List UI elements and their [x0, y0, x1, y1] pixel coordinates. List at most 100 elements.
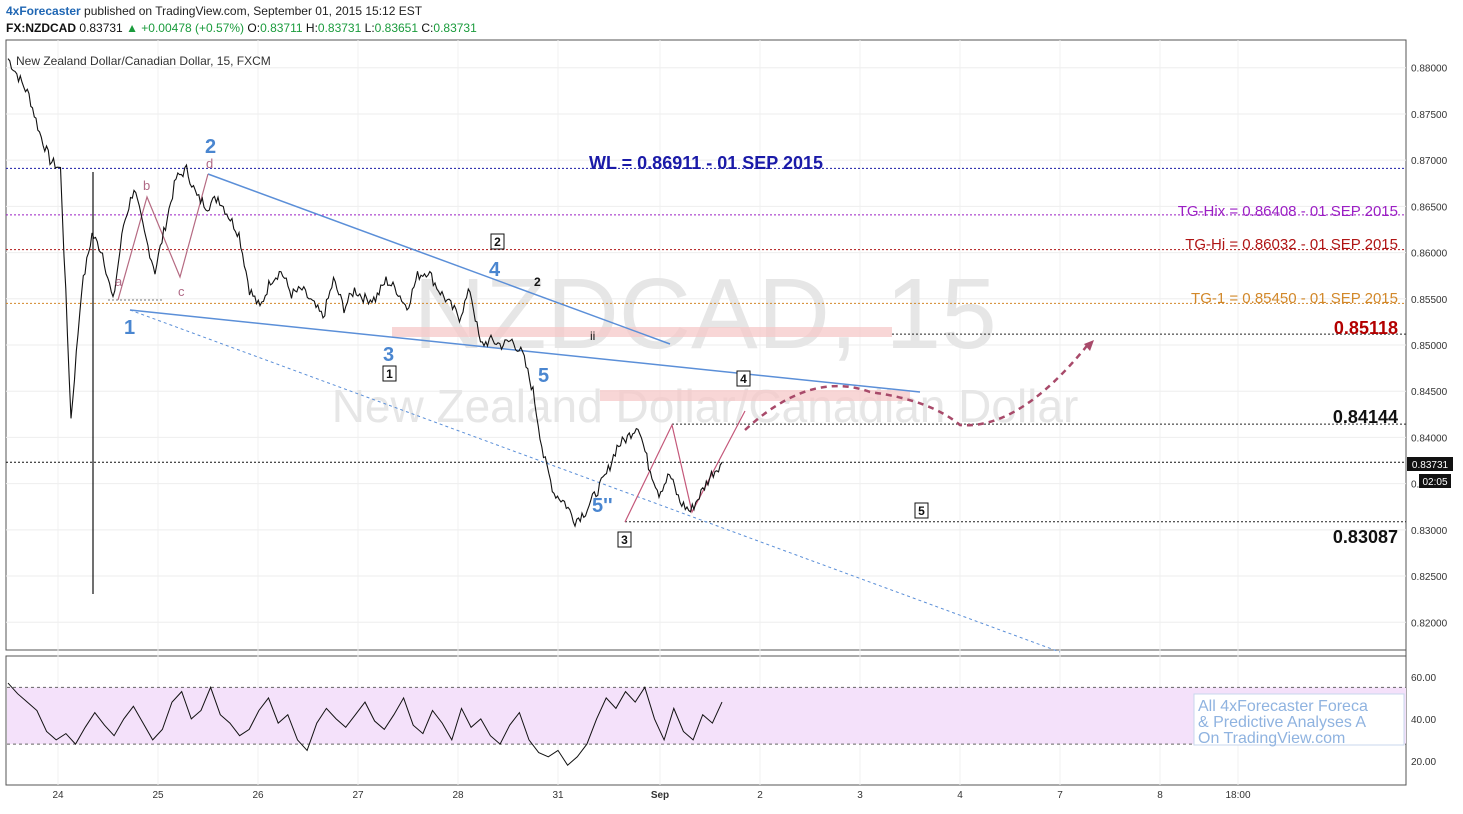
wave-1-label: 1 — [124, 317, 135, 339]
publish-info: published on TradingView.com, September … — [80, 4, 423, 18]
price-tick-label: 0.82000 — [1411, 618, 1448, 629]
price-change: ▲ +0.00478 (+0.57%) — [126, 21, 245, 35]
rsi-tick-label: 20.00 — [1411, 757, 1436, 768]
grid — [6, 40, 1406, 785]
wave-labels: 1 2 3 4 5 5'' — [124, 136, 613, 517]
box-3 — [617, 531, 632, 548]
wave-small-2-label: 2 — [534, 275, 541, 289]
resistance-zone-upper — [392, 327, 892, 337]
forecast-path — [744, 341, 1091, 431]
wave-5pp-label: 5'' — [592, 495, 613, 517]
low-label: L: — [364, 21, 375, 35]
time-tick-label: 25 — [152, 790, 164, 801]
time-tick-label: 27 — [352, 790, 364, 801]
promo-line-1: All 4xForecaster Foreca — [1198, 698, 1368, 715]
close-value: 0.83731 — [433, 21, 477, 35]
last-price: 0.83731 — [79, 21, 123, 35]
price-tick-label: 0.86000 — [1411, 249, 1448, 260]
tg-hi-label: TG-Hi = 0.86032 - 01 SEP 2015 — [1185, 236, 1398, 253]
price-tick-label: 0.83000 — [1411, 526, 1448, 537]
wave-d-label: d — [206, 156, 213, 171]
lower-channel-line — [129, 309, 921, 393]
high-label: H: — [305, 21, 318, 35]
open-value: 0.83711 — [260, 21, 303, 35]
rsi-line — [7, 682, 723, 766]
promo-line-2: & Predictive Analyses A — [1198, 714, 1366, 731]
time-tick-label: 3 — [857, 790, 863, 801]
time-tick-label: Sep — [651, 790, 669, 801]
price-tick-label: 0.82500 — [1411, 572, 1448, 583]
level-84144-label: 0.84144 — [1333, 407, 1398, 427]
price-line — [7, 58, 723, 528]
watermark-symbol: NZDCAD, 15 — [413, 258, 996, 370]
rsi-tick-label: 60.00 — [1411, 673, 1436, 684]
wave-2-label: 2 — [205, 136, 216, 158]
time-tick-label: 8 — [1157, 790, 1163, 801]
chart-title: New Zealand Dollar/Canadian Dollar, 15, … — [16, 54, 271, 68]
wave-3-label: 3 — [383, 344, 394, 366]
rsi-tick-label: 40.00 — [1411, 715, 1436, 726]
ohlc-bar: FX:NZDCAD 0.83731 ▲ +0.00478 (+0.57%) O:… — [6, 21, 477, 35]
symbol-label: FX:NZDCAD — [6, 21, 76, 35]
price-tick-label: 0.84000 — [1411, 433, 1448, 444]
price-tick-label: 0.85500 — [1411, 295, 1448, 306]
time-axis[interactable]: 24 25 26 27 28 31 Sep 2 3 4 7 8 18:00 — [52, 790, 1251, 801]
price-tag — [1407, 457, 1453, 471]
time-tick-label: 28 — [452, 790, 464, 801]
rsi-band — [7, 687, 1406, 745]
time-tick-label: 24 — [52, 790, 64, 801]
open-label: O: — [247, 21, 261, 35]
recent-wave-line — [624, 410, 746, 523]
time-tick-label: 31 — [552, 790, 564, 801]
box-1-label: 1 — [386, 367, 393, 381]
box-2 — [490, 233, 505, 250]
box-4-label: 4 — [740, 372, 747, 386]
price-tick-label: 0.88000 — [1411, 64, 1448, 75]
forecast-arrow-icon — [1084, 340, 1094, 351]
abcd-pattern-line — [117, 173, 209, 301]
wave-5-label: 5 — [538, 365, 549, 387]
time-tick-label: 26 — [252, 790, 264, 801]
promo-box[interactable] — [1193, 693, 1405, 746]
price-tick-label: 0.84500 — [1411, 387, 1448, 398]
rsi-axis: 60.00 40.00 20.00 — [1411, 673, 1436, 768]
price-tick-label: 0.87000 — [1411, 156, 1448, 167]
brand-link[interactable]: 4xForecaster — [6, 4, 81, 18]
box-3-label: 3 — [621, 533, 628, 547]
box-5 — [914, 502, 929, 519]
price-tick-label: 0.85000 — [1411, 341, 1448, 352]
upper-channel-line — [207, 173, 671, 345]
box-5-label: 5 — [918, 504, 925, 518]
wave-a-label: a — [115, 274, 123, 289]
time-tick-label: 18:00 — [1225, 790, 1250, 801]
level-lines — [6, 167, 1406, 523]
wave-c-label: c — [178, 284, 185, 299]
level-83087-label: 0.83087 — [1333, 527, 1398, 547]
resistance-zone-lower — [600, 390, 910, 401]
low-value: 0.83651 — [374, 21, 419, 35]
price-axis[interactable]: 0.88000 0.87500 0.87000 0.86500 0.86000 0.855… — [1411, 64, 1448, 630]
box-1 — [382, 365, 397, 382]
time-tick-label: 2 — [757, 790, 763, 801]
countdown-label: 02:05 — [1422, 477, 1447, 488]
watermark-name: New Zealand Dollar/Canadian Dollar — [332, 380, 1079, 432]
boxed-labels: 1 2 3 4 5 — [382, 233, 929, 548]
tg-hix-label: TG-Hix = 0.86408 - 01 SEP 2015 — [1178, 203, 1398, 220]
high-value: 0.83731 — [317, 21, 362, 35]
price-tag-label: 0.83731 — [1412, 460, 1449, 471]
abcd-labels: a b c d — [115, 156, 213, 299]
time-tick-label: 7 — [1057, 790, 1063, 801]
box-4 — [736, 370, 751, 387]
wave-4-label: 4 — [489, 259, 501, 281]
price-tick-label: 0.86500 — [1411, 202, 1448, 213]
wl-label: WL = 0.86911 - 01 SEP 2015 — [589, 153, 823, 173]
time-tick-label: 4 — [957, 790, 963, 801]
level-85118-label: 0.85118 — [1334, 318, 1398, 338]
wave-b-label: b — [143, 178, 150, 193]
tg-1-label: TG-1 = 0.85450 - 01 SEP 2015 — [1191, 290, 1398, 307]
price-tick-label: 0.87500 — [1411, 110, 1448, 121]
box-2-label: 2 — [494, 235, 501, 249]
countdown-tag — [1419, 474, 1451, 488]
wave-ii-label: ii — [590, 329, 595, 343]
